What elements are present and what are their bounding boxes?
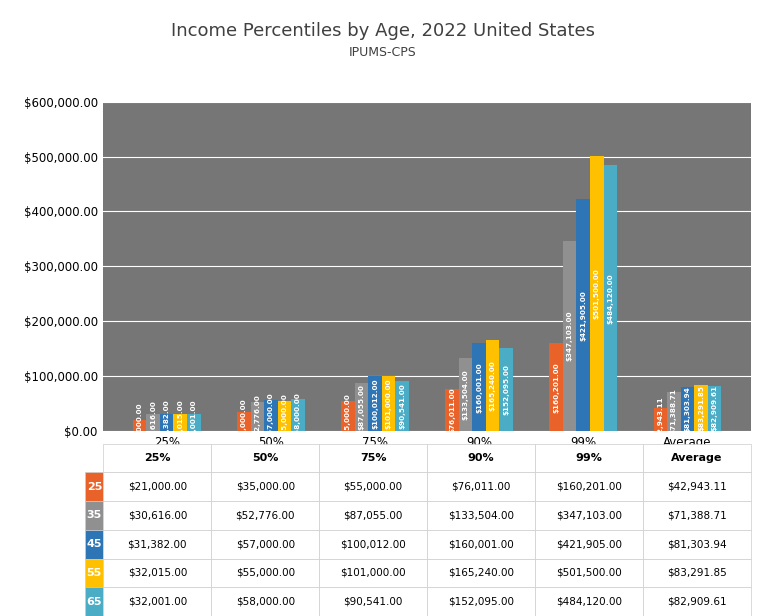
Bar: [604, 165, 617, 431]
Bar: [160, 414, 173, 431]
Bar: [499, 347, 513, 431]
Text: $133,504.00: $133,504.00: [463, 369, 469, 420]
Bar: [395, 381, 409, 431]
Text: $35,000.00: $35,000.00: [241, 399, 247, 444]
Bar: [653, 408, 667, 431]
Bar: [133, 419, 146, 431]
Text: $90,541.00: $90,541.00: [399, 383, 405, 429]
Bar: [355, 383, 368, 431]
Bar: [681, 387, 694, 431]
Bar: [277, 401, 291, 431]
Text: $101,000.00: $101,000.00: [385, 378, 391, 429]
Bar: [237, 412, 250, 431]
Text: $32,001.00: $32,001.00: [191, 400, 197, 445]
Text: $31,382.00: $31,382.00: [164, 400, 170, 445]
Bar: [291, 399, 305, 431]
Text: $52,776.00: $52,776.00: [254, 394, 260, 440]
Bar: [577, 200, 590, 431]
Text: $347,103.00: $347,103.00: [567, 310, 573, 361]
Text: $160,201.00: $160,201.00: [553, 362, 559, 413]
Text: $30,616.00: $30,616.00: [150, 400, 156, 445]
Text: IPUMS-CPS: IPUMS-CPS: [349, 46, 417, 59]
Bar: [590, 156, 604, 431]
Text: $71,388.71: $71,388.71: [671, 389, 677, 434]
Text: $165,240.00: $165,240.00: [489, 360, 496, 411]
Text: $58,000.00: $58,000.00: [295, 392, 301, 438]
Bar: [187, 413, 201, 431]
Text: $32,015.00: $32,015.00: [177, 400, 183, 445]
Bar: [381, 376, 395, 431]
Text: $21,000.00: $21,000.00: [136, 403, 142, 448]
Bar: [563, 240, 577, 431]
Bar: [473, 343, 486, 431]
Bar: [708, 386, 722, 431]
Text: $76,011.00: $76,011.00: [449, 387, 455, 433]
Text: Income Percentiles by Age, 2022 United States: Income Percentiles by Age, 2022 United S…: [171, 22, 595, 39]
Bar: [264, 400, 277, 431]
Text: $421,905.00: $421,905.00: [581, 290, 586, 341]
Text: $501,500.00: $501,500.00: [594, 268, 600, 319]
Text: $83,291.85: $83,291.85: [698, 386, 704, 431]
Text: $82,909.61: $82,909.61: [712, 386, 718, 431]
Bar: [368, 376, 381, 431]
Bar: [173, 413, 187, 431]
Text: $87,055.00: $87,055.00: [358, 384, 365, 430]
Text: $160,001.00: $160,001.00: [476, 362, 482, 413]
Bar: [250, 402, 264, 431]
Bar: [486, 341, 499, 431]
Bar: [146, 415, 160, 431]
Text: $55,000.00: $55,000.00: [281, 393, 287, 439]
Bar: [694, 386, 708, 431]
Text: $55,000.00: $55,000.00: [345, 393, 351, 439]
Text: $81,303.94: $81,303.94: [684, 386, 690, 432]
Bar: [549, 343, 563, 431]
Text: $42,943.11: $42,943.11: [657, 397, 663, 442]
Text: $484,120.00: $484,120.00: [607, 273, 614, 323]
Bar: [459, 358, 473, 431]
Text: $57,000.00: $57,000.00: [268, 393, 273, 439]
Bar: [667, 392, 681, 431]
Bar: [445, 389, 459, 431]
Text: $152,095.00: $152,095.00: [503, 364, 509, 415]
Bar: [341, 401, 355, 431]
Text: $100,012.00: $100,012.00: [372, 378, 378, 429]
